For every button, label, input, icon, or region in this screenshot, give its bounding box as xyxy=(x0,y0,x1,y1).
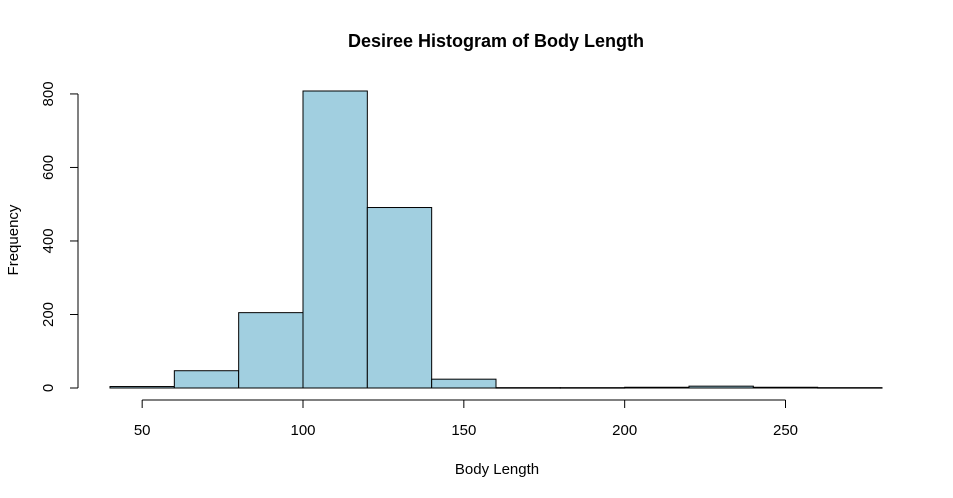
histogram-bar-180-200 xyxy=(559,387,626,389)
bars-group xyxy=(109,90,883,389)
y-tick-label: 800 xyxy=(40,81,57,106)
histogram-bar-60-80 xyxy=(173,370,240,389)
histogram-bar-100-120 xyxy=(302,90,368,389)
x-tick-label: 150 xyxy=(451,422,476,439)
histogram-bar-140-160 xyxy=(431,378,497,389)
histogram-bar-220-240 xyxy=(688,385,754,389)
x-tick-label: 50 xyxy=(134,422,151,439)
y-tick-label: 600 xyxy=(40,155,57,180)
histogram-bar-120-140 xyxy=(366,207,433,389)
y-tick-label: 400 xyxy=(40,228,57,253)
histogram-bar-80-100 xyxy=(238,312,304,389)
x-axis-label: Body Length xyxy=(455,461,539,478)
histogram-bar-240-260 xyxy=(752,386,819,389)
histogram-bar-260-280 xyxy=(817,387,883,389)
y-tick-label: 0 xyxy=(40,384,57,392)
chart-title: Desiree Histogram of Body Length xyxy=(348,31,644,51)
x-axis: 50 100 150 200 250 xyxy=(134,399,798,439)
x-tick-label: 200 xyxy=(612,422,637,439)
y-axis-label: Frequency xyxy=(5,204,22,275)
histogram-bar-200-220 xyxy=(624,386,690,389)
y-axis: 0 200 400 600 800 xyxy=(40,81,79,392)
x-tick-label: 250 xyxy=(773,422,798,439)
histogram-bar-160-180 xyxy=(495,387,561,389)
x-tick-label: 100 xyxy=(290,422,315,439)
y-tick-label: 200 xyxy=(40,302,57,327)
histogram-bar-40-60 xyxy=(109,386,175,389)
